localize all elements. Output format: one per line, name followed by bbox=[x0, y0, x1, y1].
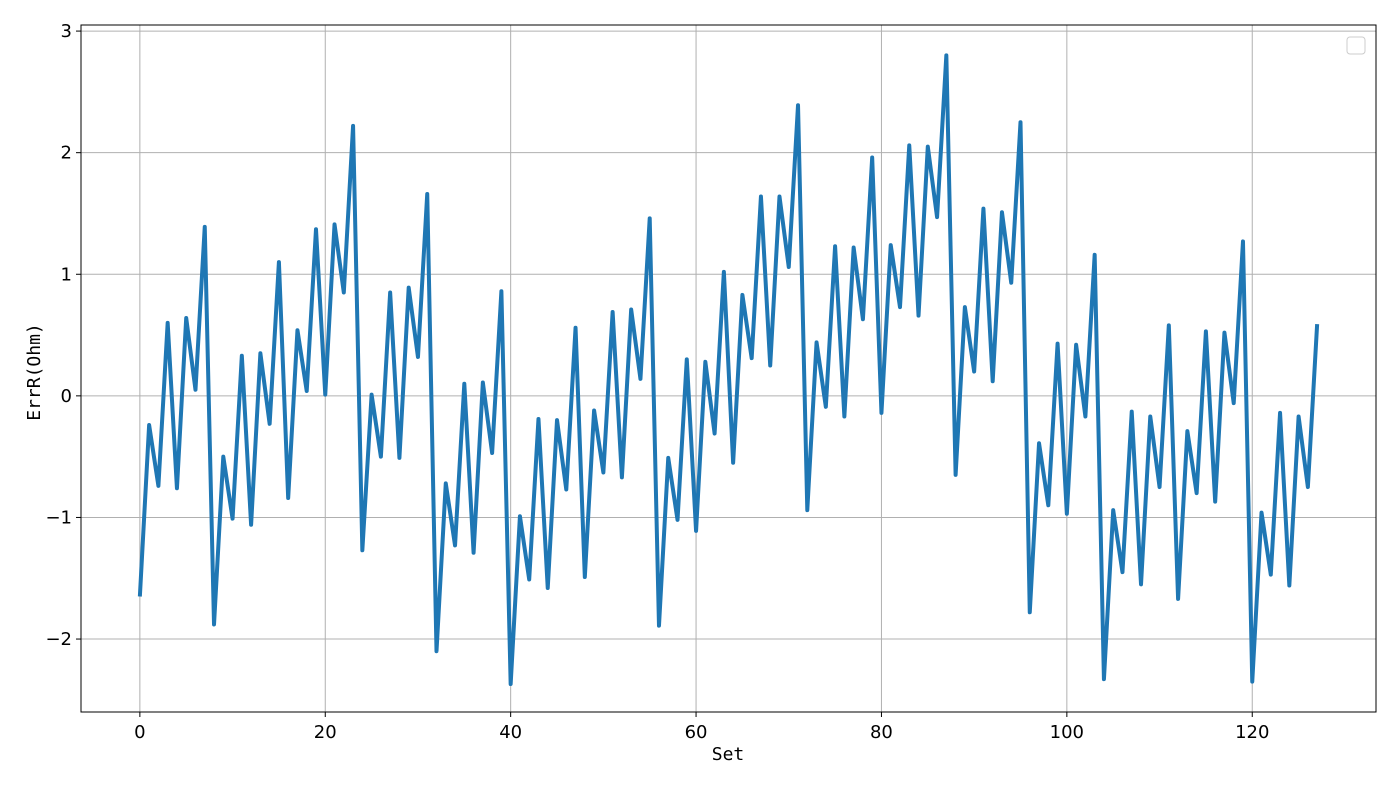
y-axis-label: ErrR(Ohm) bbox=[24, 323, 45, 421]
series-layer bbox=[137, 53, 1320, 687]
x-tick-label: 0 bbox=[134, 722, 145, 743]
x-tick-label: 120 bbox=[1235, 722, 1269, 743]
x-tick-label: 100 bbox=[1050, 722, 1084, 743]
legend-box bbox=[1346, 36, 1366, 55]
y-tick-label: −2 bbox=[45, 629, 72, 650]
x-axis-ticks: 0 20 40 60 80 100 120 bbox=[134, 712, 1269, 743]
y-tick-label: −1 bbox=[45, 507, 72, 528]
series-line bbox=[137, 53, 1320, 687]
x-axis-label: Set bbox=[712, 744, 745, 765]
y-tick-label: 3 bbox=[61, 21, 72, 42]
x-tick-label: 80 bbox=[870, 722, 893, 743]
y-tick-label: 1 bbox=[61, 264, 72, 285]
x-tick-label: 20 bbox=[314, 722, 337, 743]
y-tick-label: 0 bbox=[61, 386, 72, 407]
y-axis-ticks: −2 −1 0 1 2 3 bbox=[45, 21, 81, 650]
y-tick-label: 2 bbox=[61, 143, 72, 164]
plot-frame bbox=[80, 24, 1377, 713]
x-tick-label: 60 bbox=[685, 722, 708, 743]
x-tick-label: 40 bbox=[499, 722, 522, 743]
